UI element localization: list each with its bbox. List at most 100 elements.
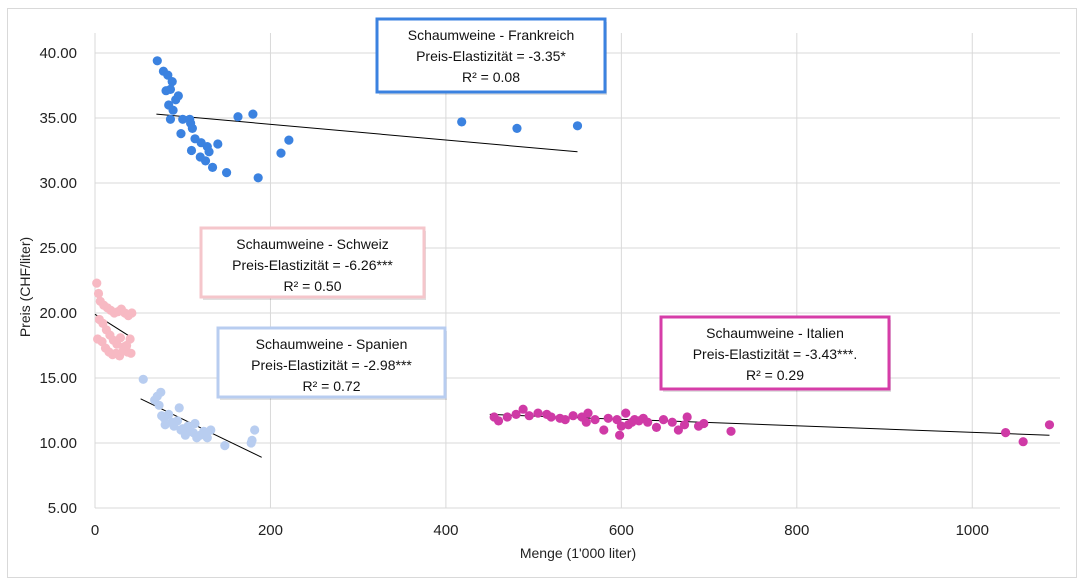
data-point <box>276 148 286 158</box>
data-point <box>200 156 211 166</box>
annotation-box: Schaumweine - Schweiz Preis-Elastizität =… <box>199 226 426 300</box>
data-point <box>590 415 600 425</box>
data-point <box>173 91 183 101</box>
data-point <box>163 70 173 80</box>
data-point <box>172 416 183 426</box>
annotation-box: Schaumweine - Frankreich Preis-Elastizitä… <box>375 17 607 95</box>
data-point <box>615 430 625 440</box>
data-point <box>233 112 243 122</box>
data-points <box>92 56 1055 451</box>
data-point <box>679 420 690 430</box>
data-point <box>250 425 260 435</box>
data-point <box>493 416 504 426</box>
data-point <box>220 441 230 451</box>
data-point <box>206 425 216 435</box>
data-point <box>160 420 170 430</box>
data-point <box>612 415 622 425</box>
data-point <box>457 117 467 127</box>
data-point <box>176 129 186 139</box>
data-point <box>127 308 137 318</box>
data-point <box>164 409 174 419</box>
data-point <box>186 145 197 156</box>
data-point <box>165 114 176 124</box>
annotation-frame <box>659 315 891 391</box>
data-point <box>524 411 534 421</box>
data-point <box>93 288 104 299</box>
chart-area <box>7 8 1077 578</box>
data-point <box>168 105 178 115</box>
x-tick-label: 1000 <box>956 522 989 539</box>
annotation-line: Preis-Elastizität = -2.98*** <box>251 357 412 373</box>
annotation-line: Preis-Elastizität = -6.26*** <box>232 257 393 273</box>
data-point <box>174 403 184 413</box>
data-point <box>726 426 736 436</box>
annotation-frame <box>216 326 447 399</box>
y-axis-title: Preis (CHF/liter) <box>17 237 33 337</box>
data-point <box>126 348 136 358</box>
y-tick-label: 5.00 <box>48 500 77 517</box>
annotation-line: Schaumweine - Italien <box>706 325 844 341</box>
data-point <box>1044 420 1055 430</box>
annotation-line: Preis-Elastizität = -3.43***. <box>693 346 858 362</box>
data-point <box>511 409 521 419</box>
data-point <box>533 408 543 418</box>
data-point <box>583 408 593 418</box>
annotation-frame <box>199 226 426 299</box>
data-point <box>253 173 263 183</box>
y-tick-label: 30.00 <box>39 175 77 192</box>
annotation-line: R² = 0.72 <box>303 378 361 394</box>
data-point <box>156 387 166 397</box>
y-axis-ticks: 5.00 10.00 15.00 20.00 25.00 30.00 35.00 40.00 <box>39 45 77 517</box>
y-tick-label: 15.00 <box>39 370 77 387</box>
data-point <box>190 418 200 429</box>
data-point <box>187 123 197 133</box>
data-point <box>546 412 556 422</box>
y-tick-label: 20.00 <box>39 305 77 322</box>
data-point <box>167 77 177 87</box>
data-point <box>512 123 522 133</box>
x-tick-label: 800 <box>784 522 809 539</box>
data-point <box>178 114 188 124</box>
data-point <box>247 435 257 445</box>
data-point <box>699 418 709 429</box>
x-tick-label: 600 <box>609 522 634 539</box>
data-point <box>207 162 218 172</box>
data-point <box>115 333 126 343</box>
data-point <box>658 415 669 425</box>
annotation-line: R² = 0.08 <box>462 69 520 85</box>
x-axis-ticks: 0 200 400 600 800 1000 <box>91 522 989 539</box>
data-point <box>1001 428 1011 438</box>
data-point <box>161 86 171 96</box>
y-tick-label: 40.00 <box>39 45 77 62</box>
data-point <box>651 422 662 432</box>
annotation-line: R² = 0.29 <box>746 367 804 383</box>
data-point <box>643 417 653 427</box>
data-point <box>682 412 692 422</box>
data-point <box>599 425 609 435</box>
data-point <box>152 56 162 66</box>
data-point <box>518 404 528 414</box>
data-point <box>204 147 214 157</box>
data-point <box>92 278 102 288</box>
data-point <box>616 421 626 431</box>
data-point <box>560 415 570 425</box>
data-point <box>154 400 164 410</box>
data-point <box>202 433 212 443</box>
data-point <box>248 109 258 119</box>
data-point <box>621 408 631 418</box>
annotation-line: R² = 0.50 <box>284 278 342 294</box>
data-point <box>1018 437 1028 447</box>
data-point <box>502 412 512 422</box>
data-point <box>213 139 223 149</box>
data-point <box>221 168 232 178</box>
data-point <box>568 411 578 421</box>
y-tick-label: 35.00 <box>39 110 77 127</box>
annotation-line: Preis-Elastizität = -3.35* <box>416 48 566 64</box>
data-point <box>603 413 613 423</box>
data-point <box>581 417 591 427</box>
annotation-box: Schaumweine - Italien Preis-Elastizität =… <box>659 315 891 392</box>
data-point <box>673 425 683 435</box>
annotation-boxes: Schaumweine - Frankreich Preis-Elastizitä… <box>199 17 891 400</box>
annotation-box: Schaumweine - Spanien Preis-Elastizität =… <box>216 326 447 400</box>
